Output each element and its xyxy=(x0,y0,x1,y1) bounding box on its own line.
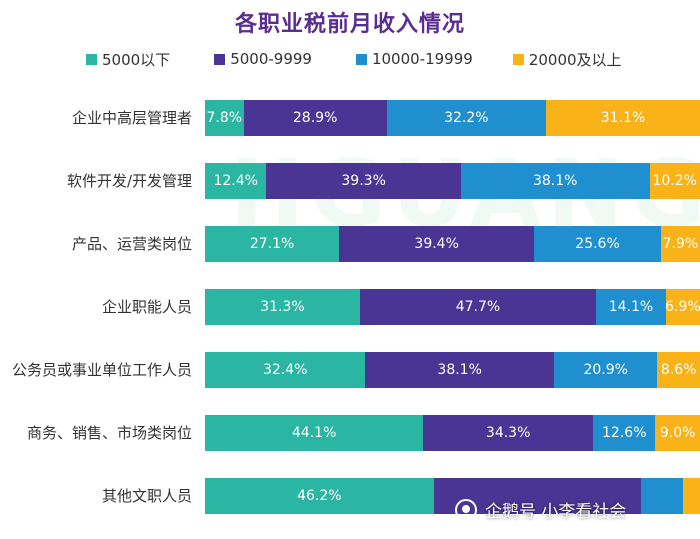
value-label: 32.2% xyxy=(444,110,489,126)
legend-label: 5000-9999 xyxy=(230,50,312,68)
penguin-logo-icon xyxy=(455,498,477,521)
bar-segment: 7.9% xyxy=(660,226,700,262)
value-label: 12.6% xyxy=(602,425,647,441)
category-label: 公务员或事业单位工作人员 xyxy=(11,361,192,379)
bar-segment xyxy=(640,478,683,514)
value-label: 28.9% xyxy=(292,110,338,126)
bar-segment: 38.1% xyxy=(365,352,554,388)
chart-title: 各职业税前月收入情况 xyxy=(234,12,465,37)
bar-segment: 27.1% xyxy=(205,226,340,262)
bar-segment: 39.4% xyxy=(339,226,535,262)
bar-segment: 9.0% xyxy=(655,415,700,451)
bar-segment: 44.1% xyxy=(205,415,424,451)
value-label: 39.4% xyxy=(414,236,459,252)
legend-label: 5000以下 xyxy=(102,50,171,69)
legend: 5000以下 5000-9999 10000-19999 20000及以上 xyxy=(86,48,622,70)
value-label: 39.3% xyxy=(341,173,386,189)
watermark-text: 企鹅号 小李看社会 xyxy=(485,502,627,522)
category-label: 软件开发/开发管理 xyxy=(66,172,192,190)
legend-swatch xyxy=(214,53,226,65)
watermark: 企鹅号 小李看社会 xyxy=(455,497,626,522)
category-label: 产品、运营类岗位 xyxy=(71,235,192,253)
value-label: 34.3% xyxy=(485,425,531,441)
bar-segment: 14.1% xyxy=(596,289,666,325)
legend-label: 10000-19999 xyxy=(371,50,473,68)
value-label: 8.6% xyxy=(660,362,697,378)
value-label: 25.6% xyxy=(575,236,620,252)
bar-segment: 46.2% xyxy=(205,478,434,514)
bar-segment: 20.9% xyxy=(553,352,658,388)
value-label: 9.0% xyxy=(659,425,696,441)
value-label: 32.4% xyxy=(262,362,308,378)
category-label: 其他文职人员 xyxy=(101,487,192,505)
bar-segment xyxy=(682,478,700,514)
value-label: 31.3% xyxy=(260,299,305,315)
value-label: 10.2% xyxy=(652,173,697,189)
bar-segment: 10.2% xyxy=(649,163,700,199)
bar-segment: 47.7% xyxy=(359,289,597,325)
bar-segment: 12.6% xyxy=(593,415,656,451)
bar-segment: 6.9% xyxy=(665,289,700,325)
value-label: 31.1% xyxy=(600,110,646,126)
bar-segment: 34.3% xyxy=(423,415,594,451)
bar-segment: 7.8% xyxy=(205,100,244,136)
bar-segment: 28.9% xyxy=(243,100,387,136)
bar-segment: 25.6% xyxy=(534,226,661,262)
category-label: 企业职能人员 xyxy=(101,298,192,316)
bar-segment: 32.4% xyxy=(205,352,366,388)
stacked-bar-chart: 企业中高层管理者 7.8% 28.9% 32.2% 31.1% 软件开发/开发管理 12.4… xyxy=(0,85,700,539)
bar-segment: 38.1% xyxy=(460,163,650,199)
value-label: 46.2% xyxy=(297,488,342,504)
legend-swatch xyxy=(512,53,524,65)
value-label: 38.1% xyxy=(532,173,578,189)
value-label: 44.1% xyxy=(291,425,337,441)
bar-segment: 32.2% xyxy=(386,100,547,136)
legend-item: 5000以下 xyxy=(86,49,170,70)
legend-swatch xyxy=(86,53,97,65)
value-label: 12.4% xyxy=(213,173,258,189)
legend-item: 10000-19999 xyxy=(355,50,473,68)
value-label: 7.9% xyxy=(662,236,699,252)
value-label: 27.1% xyxy=(249,236,295,252)
category-label: 商务、销售、市场类岗位 xyxy=(26,424,192,442)
legend-swatch xyxy=(355,53,367,65)
value-label: 38.1% xyxy=(437,362,482,378)
legend-item: 20000及以上 xyxy=(512,49,622,70)
legend-item: 5000-9999 xyxy=(214,50,312,68)
value-label: 47.7% xyxy=(455,299,501,315)
category-label: 企业中高层管理者 xyxy=(71,109,192,127)
value-label: 6.9% xyxy=(665,299,700,315)
value-label: 7.8% xyxy=(206,110,243,126)
value-label: 20.9% xyxy=(583,362,628,378)
legend-label: 20000及以上 xyxy=(528,50,622,69)
bar-segment: 31.1% xyxy=(546,100,700,136)
bar-segment: 12.4% xyxy=(205,163,267,199)
bar-segment: 39.3% xyxy=(266,163,461,199)
value-label: 14.1% xyxy=(608,299,654,315)
bar-segment: 8.6% xyxy=(657,352,700,388)
bar-segment: 31.3% xyxy=(205,289,360,325)
